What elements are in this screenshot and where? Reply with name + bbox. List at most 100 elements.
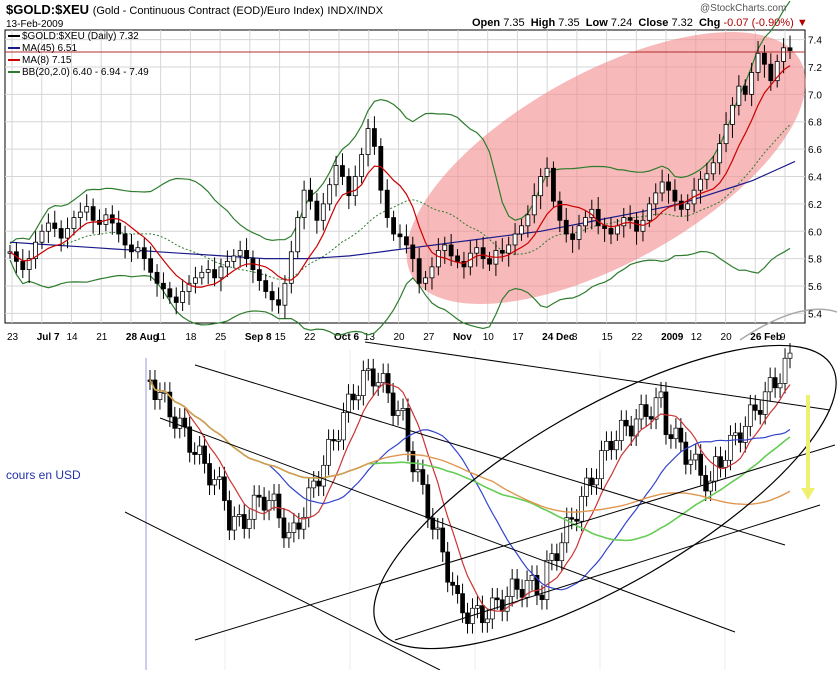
- candle-body: [186, 282, 192, 292]
- bottom-candle-body: [718, 456, 723, 468]
- candle-body: [193, 277, 198, 284]
- candle-body: [480, 247, 486, 260]
- candle-body: [237, 250, 243, 257]
- bottom-outline-ellipse: [373, 344, 837, 650]
- open-label: Open: [472, 17, 501, 29]
- x-tick-label: Jul 7: [37, 332, 60, 343]
- bottom-candle-body: [365, 368, 371, 371]
- bottom-candle-body: [693, 453, 699, 461]
- bottom-candle-body: [539, 594, 545, 600]
- bottom-candle-body: [777, 383, 783, 389]
- bottom-candle-body: [395, 410, 401, 416]
- candle-body: [231, 255, 237, 262]
- bottom-candle-body: [326, 439, 331, 466]
- bottom-candle-body: [321, 464, 326, 487]
- bottom-candle-body: [296, 522, 302, 530]
- x-tick-label: 14: [66, 332, 78, 343]
- bottom-candle-body: [544, 559, 550, 600]
- candle-body: [768, 63, 774, 82]
- candle-body: [646, 203, 652, 221]
- y-tick-label: 6.0: [808, 227, 822, 238]
- bottom-candle-body: [192, 451, 198, 455]
- bottom-candle-body: [316, 480, 322, 487]
- candle-body: [698, 178, 703, 191]
- bottom-candle-body: [688, 459, 694, 465]
- bottom-candle-body: [197, 445, 202, 455]
- bottom-candle-body: [435, 527, 441, 530]
- x-tick-label: Sep 8: [245, 332, 272, 343]
- candle-body: [384, 189, 390, 218]
- candle-body: [403, 236, 409, 246]
- low-label: Low: [585, 17, 608, 29]
- candle-body: [327, 184, 333, 205]
- candle-body: [416, 258, 422, 284]
- candle-body: [602, 225, 607, 229]
- bottom-candle-body: [728, 434, 733, 461]
- high-label: High: [530, 17, 556, 29]
- yellow-arrow-head: [801, 488, 815, 500]
- legend-bb: BB(20,2.0) 6.40 - 6.94 - 7.49: [8, 67, 149, 78]
- candle-body: [71, 217, 77, 229]
- candle-body: [653, 192, 659, 205]
- chg-label: Chg: [698, 17, 721, 29]
- bottom-candle-body: [375, 382, 381, 387]
- legend-ma8-text: MA(8) 7.15: [22, 55, 72, 66]
- candle-body: [141, 247, 147, 260]
- candle-body: [710, 162, 716, 175]
- bottom-candle-body: [752, 404, 758, 411]
- candle-body: [672, 189, 678, 202]
- bottom-candle-body: [256, 494, 262, 498]
- bottom-candle-body: [678, 427, 684, 443]
- candle-body: [519, 225, 524, 235]
- bottom-candle-body: [713, 456, 718, 482]
- candle-body: [154, 271, 160, 284]
- bottom-candle-body: [360, 370, 366, 396]
- bottom-candle-body: [529, 574, 535, 581]
- candle-body: [333, 165, 339, 186]
- bottom-candle-body: [346, 393, 351, 414]
- candle-body: [442, 244, 448, 251]
- candle-body: [212, 269, 217, 279]
- bottom-candle-body: [584, 477, 589, 497]
- bottom-candle-body: [455, 585, 460, 594]
- bottom-candle-body: [494, 597, 500, 601]
- bottom-candle-body: [594, 478, 599, 486]
- candle-body: [295, 217, 301, 253]
- channel-line: [124, 511, 441, 671]
- candle-body: [787, 47, 793, 51]
- candle-body: [244, 250, 249, 260]
- bottom-candle-body: [390, 392, 396, 416]
- x-tick-label: 17: [512, 332, 524, 343]
- bottom-candle-body: [772, 377, 778, 389]
- candle-body: [576, 225, 582, 240]
- channel-line: [194, 364, 786, 546]
- candle-body: [563, 219, 569, 235]
- candle-body: [308, 189, 313, 202]
- x-tick-label: 26 Feb: [750, 332, 782, 343]
- bottom-candle-body: [217, 476, 222, 480]
- x-tick-label: 24 Dec: [542, 332, 575, 343]
- bottom-candle-body: [703, 474, 709, 492]
- y-tick-label: 6.8: [808, 118, 822, 129]
- bottom-candle-body: [757, 410, 763, 415]
- bb-upper-line: [9, 0, 791, 245]
- candle-body: [506, 244, 512, 254]
- x-tick-label: Oct 6: [334, 332, 359, 343]
- bottom-candle-body: [246, 518, 252, 529]
- candle-body: [161, 282, 166, 290]
- candle-body: [352, 176, 358, 197]
- candle-body: [685, 203, 691, 210]
- bottom-candle-body: [212, 479, 217, 486]
- bottom-candle-body: [207, 463, 212, 486]
- candle-body: [717, 143, 723, 164]
- candle-body: [781, 47, 787, 62]
- x-tick-label: 15: [275, 332, 287, 343]
- candle-body: [544, 167, 550, 177]
- bottom-candle-body: [673, 427, 679, 440]
- bottom-candle-body: [410, 450, 416, 473]
- bottom-candle-body: [683, 441, 689, 465]
- bottom-candle-body: [643, 404, 649, 417]
- candle-body: [448, 244, 454, 257]
